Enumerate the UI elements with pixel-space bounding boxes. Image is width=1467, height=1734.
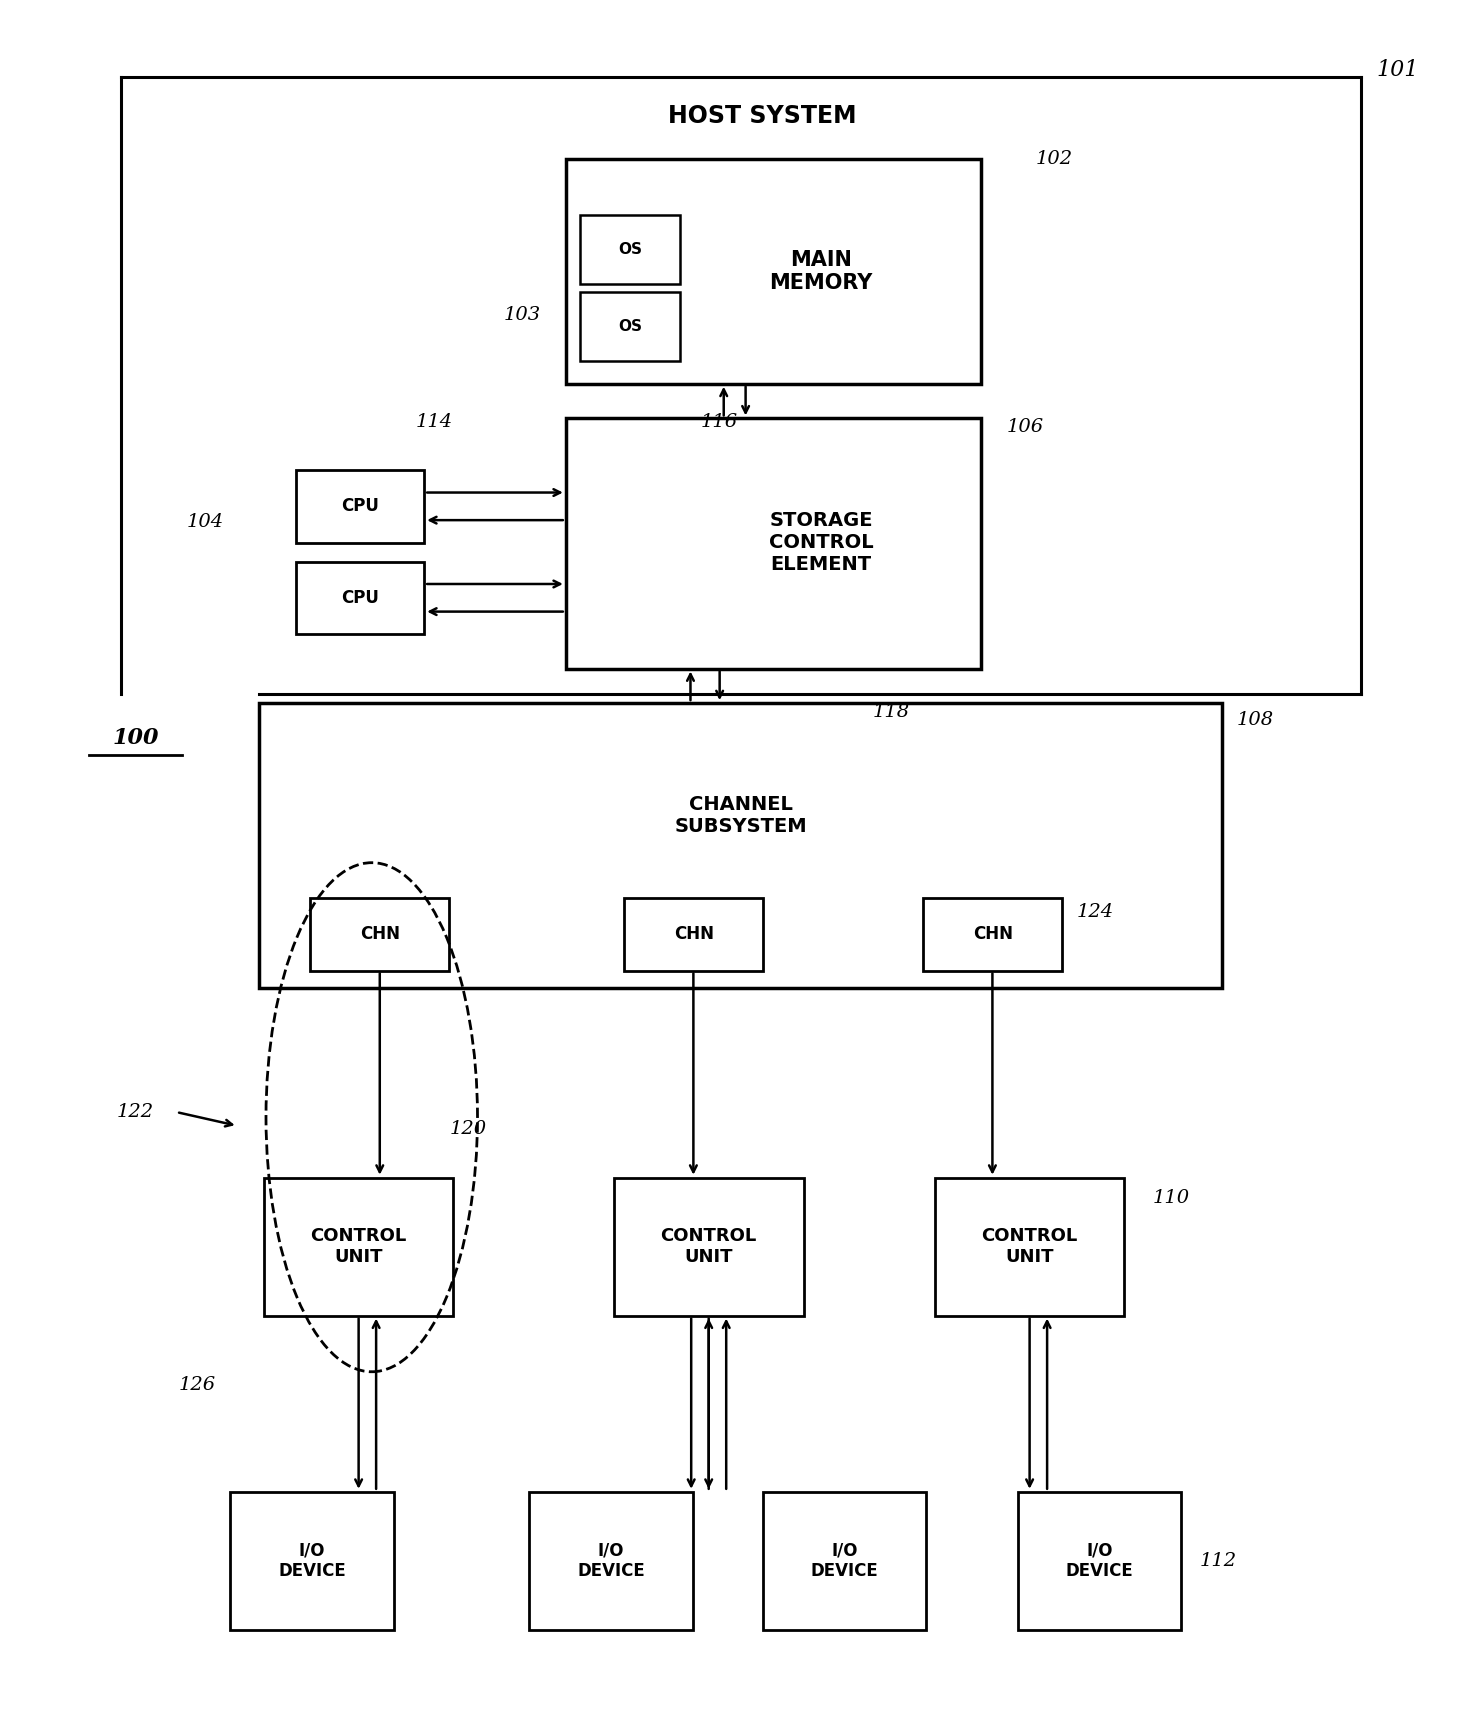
Bar <box>1018 1491 1181 1630</box>
Text: OS: OS <box>618 319 643 335</box>
Text: 104: 104 <box>186 513 224 531</box>
Bar <box>923 898 1062 971</box>
Text: 124: 124 <box>1077 903 1113 921</box>
Bar <box>311 898 449 971</box>
Text: CONTROL
UNIT: CONTROL UNIT <box>660 1228 757 1266</box>
Text: 106: 106 <box>1006 418 1045 435</box>
Text: HOST SYSTEM: HOST SYSTEM <box>669 104 857 128</box>
Bar <box>581 215 679 284</box>
Bar <box>613 1177 804 1316</box>
Bar <box>763 1491 926 1630</box>
Text: 101: 101 <box>1376 59 1419 81</box>
Text: CHANNEL
SUBSYSTEM: CHANNEL SUBSYSTEM <box>675 794 807 836</box>
Bar <box>934 1177 1124 1316</box>
Text: 103: 103 <box>503 305 540 324</box>
Text: MAIN
MEMORY: MAIN MEMORY <box>769 250 873 293</box>
Bar <box>264 1177 453 1316</box>
Text: 122: 122 <box>117 1103 154 1122</box>
Text: CONTROL
UNIT: CONTROL UNIT <box>311 1228 406 1266</box>
Bar <box>530 1491 692 1630</box>
Text: I/O
DEVICE: I/O DEVICE <box>1065 1542 1134 1580</box>
Bar <box>296 470 424 543</box>
Bar <box>260 702 1222 988</box>
Bar <box>623 898 763 971</box>
Text: CHN: CHN <box>361 926 400 943</box>
Text: 110: 110 <box>1153 1190 1190 1207</box>
Text: I/O
DEVICE: I/O DEVICE <box>810 1542 879 1580</box>
Text: 114: 114 <box>417 413 453 430</box>
Text: 126: 126 <box>178 1375 216 1394</box>
Text: 108: 108 <box>1237 711 1275 730</box>
Text: 118: 118 <box>873 702 910 721</box>
Text: 116: 116 <box>700 413 738 430</box>
Text: 120: 120 <box>449 1120 487 1138</box>
Text: CHN: CHN <box>675 926 714 943</box>
Text: OS: OS <box>618 241 643 257</box>
Bar <box>566 160 981 383</box>
Bar <box>230 1491 393 1630</box>
Bar <box>581 293 679 361</box>
Text: CHN: CHN <box>973 926 1014 943</box>
Text: 112: 112 <box>1199 1552 1237 1569</box>
Bar <box>296 562 424 635</box>
Text: 100: 100 <box>111 727 158 749</box>
Text: I/O
DEVICE: I/O DEVICE <box>577 1542 645 1580</box>
Text: I/O
DEVICE: I/O DEVICE <box>279 1542 346 1580</box>
Text: CPU: CPU <box>342 590 378 607</box>
Bar <box>566 418 981 669</box>
Text: CONTROL
UNIT: CONTROL UNIT <box>981 1228 1078 1266</box>
Text: 102: 102 <box>1036 151 1072 168</box>
Text: CPU: CPU <box>342 498 378 515</box>
Text: STORAGE
CONTROL
ELEMENT: STORAGE CONTROL ELEMENT <box>769 512 873 574</box>
